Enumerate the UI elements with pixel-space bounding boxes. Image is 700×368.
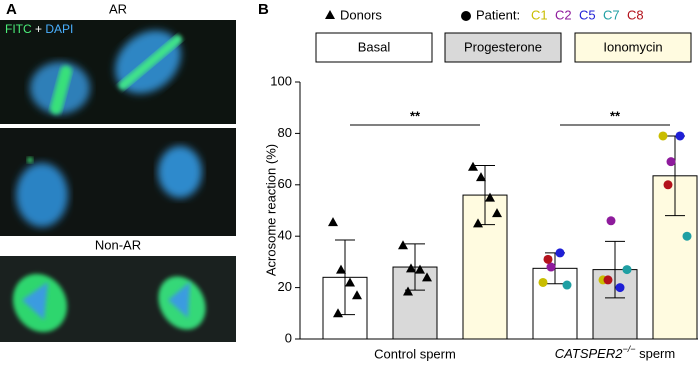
legend-box xyxy=(444,32,562,63)
stain-label: FITC + DAPI xyxy=(5,22,73,36)
donor-point xyxy=(403,286,413,296)
patient-point xyxy=(555,248,565,258)
y-tick-label: 60 xyxy=(278,176,292,191)
legend-label: Patient: xyxy=(476,7,520,22)
panel-label: AR xyxy=(109,1,127,16)
gene-name: CATSPER2 xyxy=(555,346,623,361)
significance-label: ** xyxy=(410,108,421,123)
donor-point xyxy=(415,264,425,274)
y-tick-label: 40 xyxy=(278,228,292,243)
legend-label: Progesterone xyxy=(464,39,542,54)
patient-point xyxy=(622,265,632,275)
donor-point xyxy=(485,192,495,202)
group-suffix: sperm xyxy=(639,346,675,361)
x-group-label: Control sperm xyxy=(374,346,456,361)
patient-point xyxy=(615,283,625,293)
legend-marker xyxy=(325,10,335,19)
legend-label: Donors xyxy=(340,7,382,22)
y-tick-label: 20 xyxy=(278,279,292,294)
donor-point xyxy=(336,264,346,274)
y-axis-label: Acrosome reaction (%) xyxy=(263,144,278,276)
donor-point xyxy=(352,290,362,300)
patient-point xyxy=(603,275,613,285)
y-tick-label: 100 xyxy=(270,73,292,88)
donor-point xyxy=(492,208,502,218)
donor-point xyxy=(398,240,408,250)
significance-label: ** xyxy=(610,108,621,123)
patient-point xyxy=(666,157,676,167)
panel-letter: A xyxy=(6,1,17,18)
donor-point xyxy=(468,161,478,171)
genotype: −/− xyxy=(622,344,635,354)
panel-label: Non-AR xyxy=(95,237,141,252)
micrograph xyxy=(0,256,236,342)
legend-label: Basal xyxy=(358,39,391,54)
donor-point xyxy=(473,218,483,228)
legend-label: C5 xyxy=(579,7,596,22)
donor-point xyxy=(476,172,486,182)
legend-box xyxy=(574,32,692,63)
legend-label: C1 xyxy=(531,7,548,22)
donor-point xyxy=(345,277,355,287)
legend-label: Ionomycin xyxy=(603,39,662,54)
panel-letter: B xyxy=(258,1,269,18)
x-group-label: CATSPER2−/− sperm xyxy=(555,344,675,361)
patient-point xyxy=(675,131,685,141)
patient-point xyxy=(543,254,553,264)
legend-label: C2 xyxy=(555,7,572,22)
donor-point xyxy=(422,272,432,282)
patient-point xyxy=(546,262,556,272)
legend-box xyxy=(315,32,433,63)
patient-point xyxy=(658,131,668,141)
micrograph xyxy=(0,20,236,124)
patient-point xyxy=(663,180,673,190)
legend-marker xyxy=(461,11,471,21)
patient-point xyxy=(538,277,548,287)
donor-point xyxy=(328,217,338,227)
y-tick-label: 0 xyxy=(285,330,292,345)
patient-point xyxy=(682,231,692,241)
legend-label: C7 xyxy=(603,7,620,22)
donor-point xyxy=(333,308,343,318)
micrograph xyxy=(0,128,236,236)
patient-point xyxy=(562,280,572,290)
donor-point xyxy=(406,263,416,273)
patient-point xyxy=(606,216,616,226)
y-tick-label: 80 xyxy=(278,125,292,140)
legend-label: C8 xyxy=(627,7,644,22)
error-bar xyxy=(605,240,625,299)
